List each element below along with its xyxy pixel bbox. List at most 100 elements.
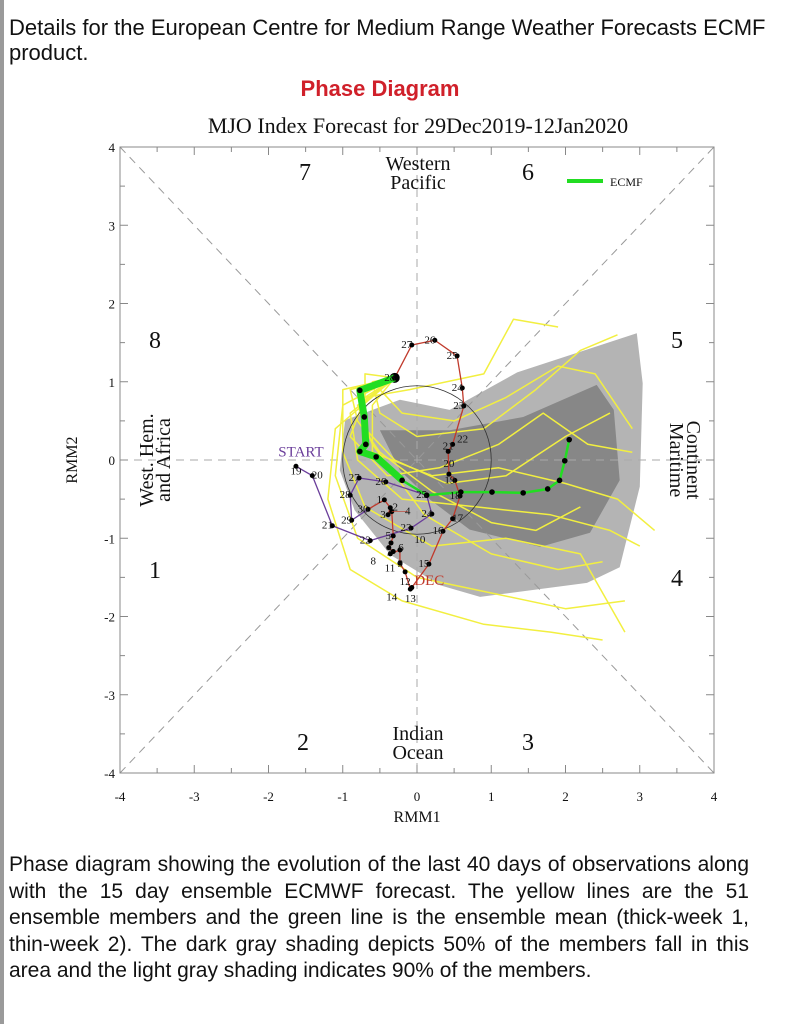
observation-point	[440, 528, 446, 534]
y-tick-label: 2	[109, 297, 116, 312]
region-label-bottom-line1: Indian	[392, 723, 443, 745]
ensemble-mean-point	[489, 489, 495, 495]
region-label-top-line2: Pacific	[390, 172, 446, 194]
unit-circle	[342, 385, 492, 535]
observation-segment	[394, 344, 413, 379]
observation-date-label: 20	[312, 470, 324, 482]
x-tick-label: -3	[189, 789, 200, 804]
observation-date-label: 16	[432, 525, 444, 537]
y-tick-label: -1	[104, 531, 115, 546]
observation-date-label: 25	[416, 489, 428, 501]
observation-date-label: 14	[386, 592, 398, 604]
phase-label: 3	[522, 730, 534, 756]
start-label: START	[278, 444, 323, 460]
x-tick-label: 3	[637, 789, 644, 804]
observation-date-label: 26	[424, 334, 436, 346]
ensemble-member-line	[334, 377, 625, 610]
ensemble-member-line	[349, 377, 641, 547]
observation-date-label: 27	[349, 472, 361, 484]
observation-segment	[332, 525, 371, 542]
diagonal-line	[119, 146, 715, 774]
ensemble-mean-point	[399, 477, 405, 484]
observation-segment	[311, 475, 333, 526]
plot-frame	[119, 146, 715, 774]
observation-segment	[442, 518, 454, 532]
observation-segment	[391, 511, 394, 536]
observation-point	[397, 547, 403, 553]
phase-label: 4	[671, 566, 683, 592]
x-tick-label: 0	[414, 789, 421, 804]
observation-point	[381, 497, 387, 503]
ensemble-member-line	[356, 377, 603, 571]
region-label-right-line1: Maritime	[665, 423, 687, 498]
observation-date-label: 15	[418, 558, 430, 570]
region-label-bottom-line2: Ocean	[392, 742, 443, 764]
observation-point	[459, 385, 465, 391]
observation-point	[409, 342, 415, 348]
month-label-dec: DEC	[414, 573, 444, 589]
observation-point	[388, 540, 394, 546]
phase-label: 2	[297, 730, 309, 756]
phase-label: 7	[299, 160, 311, 186]
observation-point	[387, 551, 393, 557]
observation-segment	[456, 355, 463, 389]
observation-point	[445, 448, 451, 454]
region-label-left-line1: West. Hem.	[136, 413, 158, 506]
observation-date-label: 9	[398, 558, 404, 570]
x-tick-label: -1	[337, 789, 348, 804]
y-tick-label: 4	[109, 140, 116, 155]
observation-point	[386, 545, 392, 551]
observation-date-label: 21	[443, 440, 454, 452]
observation-date-label: 7	[386, 547, 392, 559]
observation-date-label: 6	[398, 542, 404, 554]
observation-segment	[452, 495, 461, 519]
observation-point	[329, 523, 335, 529]
region-label-right-line2: Continent	[682, 421, 704, 500]
observation-segment	[461, 387, 465, 407]
observation-segment	[411, 339, 435, 346]
observation-point	[390, 533, 396, 539]
observation-segment	[370, 527, 412, 542]
observation-date-label: 8	[370, 556, 376, 568]
observation-date-label: 2	[393, 502, 399, 514]
region-label-left-line2: and Africa	[153, 418, 175, 502]
observation-point	[461, 403, 467, 409]
observation-point	[432, 337, 438, 343]
observation-segment	[295, 465, 313, 477]
observation-segment	[428, 530, 444, 565]
phase-label: 6	[522, 160, 534, 186]
ensemble-member-line	[371, 377, 656, 531]
observation-date-label: 19	[444, 474, 456, 486]
observation-date-label: 22	[457, 433, 468, 445]
ensemble-mean-point	[361, 414, 368, 420]
ensemble-mean-point	[357, 448, 363, 455]
observation-point	[450, 516, 456, 522]
left-border	[0, 0, 4, 1024]
observation-segment	[351, 508, 369, 521]
observation-date-label: 5	[385, 530, 391, 542]
y-tick-label: -3	[104, 688, 115, 703]
observation-point	[385, 512, 391, 518]
ensemble-mean-point	[544, 486, 551, 492]
observation-date-label: 4	[405, 506, 411, 518]
x-tick-label: 1	[488, 789, 495, 804]
observation-date-label: 13	[405, 593, 417, 605]
observation-date-label: 30	[357, 503, 369, 515]
ensemble-mean-point	[458, 489, 464, 495]
ensemble-member-line	[364, 318, 559, 399]
observation-segment	[411, 563, 430, 588]
observation-date-label: 21	[322, 520, 333, 532]
ensemble-mean-point	[362, 441, 369, 448]
observation-date-label: 24	[421, 508, 433, 520]
caption-text: Phase diagram showing the evolution of t…	[9, 853, 749, 982]
ensemble-mean-point	[423, 492, 430, 499]
observation-segment	[404, 571, 411, 590]
observation-point	[429, 511, 435, 517]
y-tick-label: -4	[104, 766, 115, 781]
observation-date-label: 27	[401, 339, 413, 351]
chart-title: MJO Index Forecast for 29Dec2019-12Jan20…	[208, 113, 628, 138]
y-tick-label: 0	[109, 453, 116, 468]
observation-date-label: 20	[443, 458, 455, 470]
observation-point	[409, 585, 415, 591]
observation-segment	[452, 405, 465, 445]
